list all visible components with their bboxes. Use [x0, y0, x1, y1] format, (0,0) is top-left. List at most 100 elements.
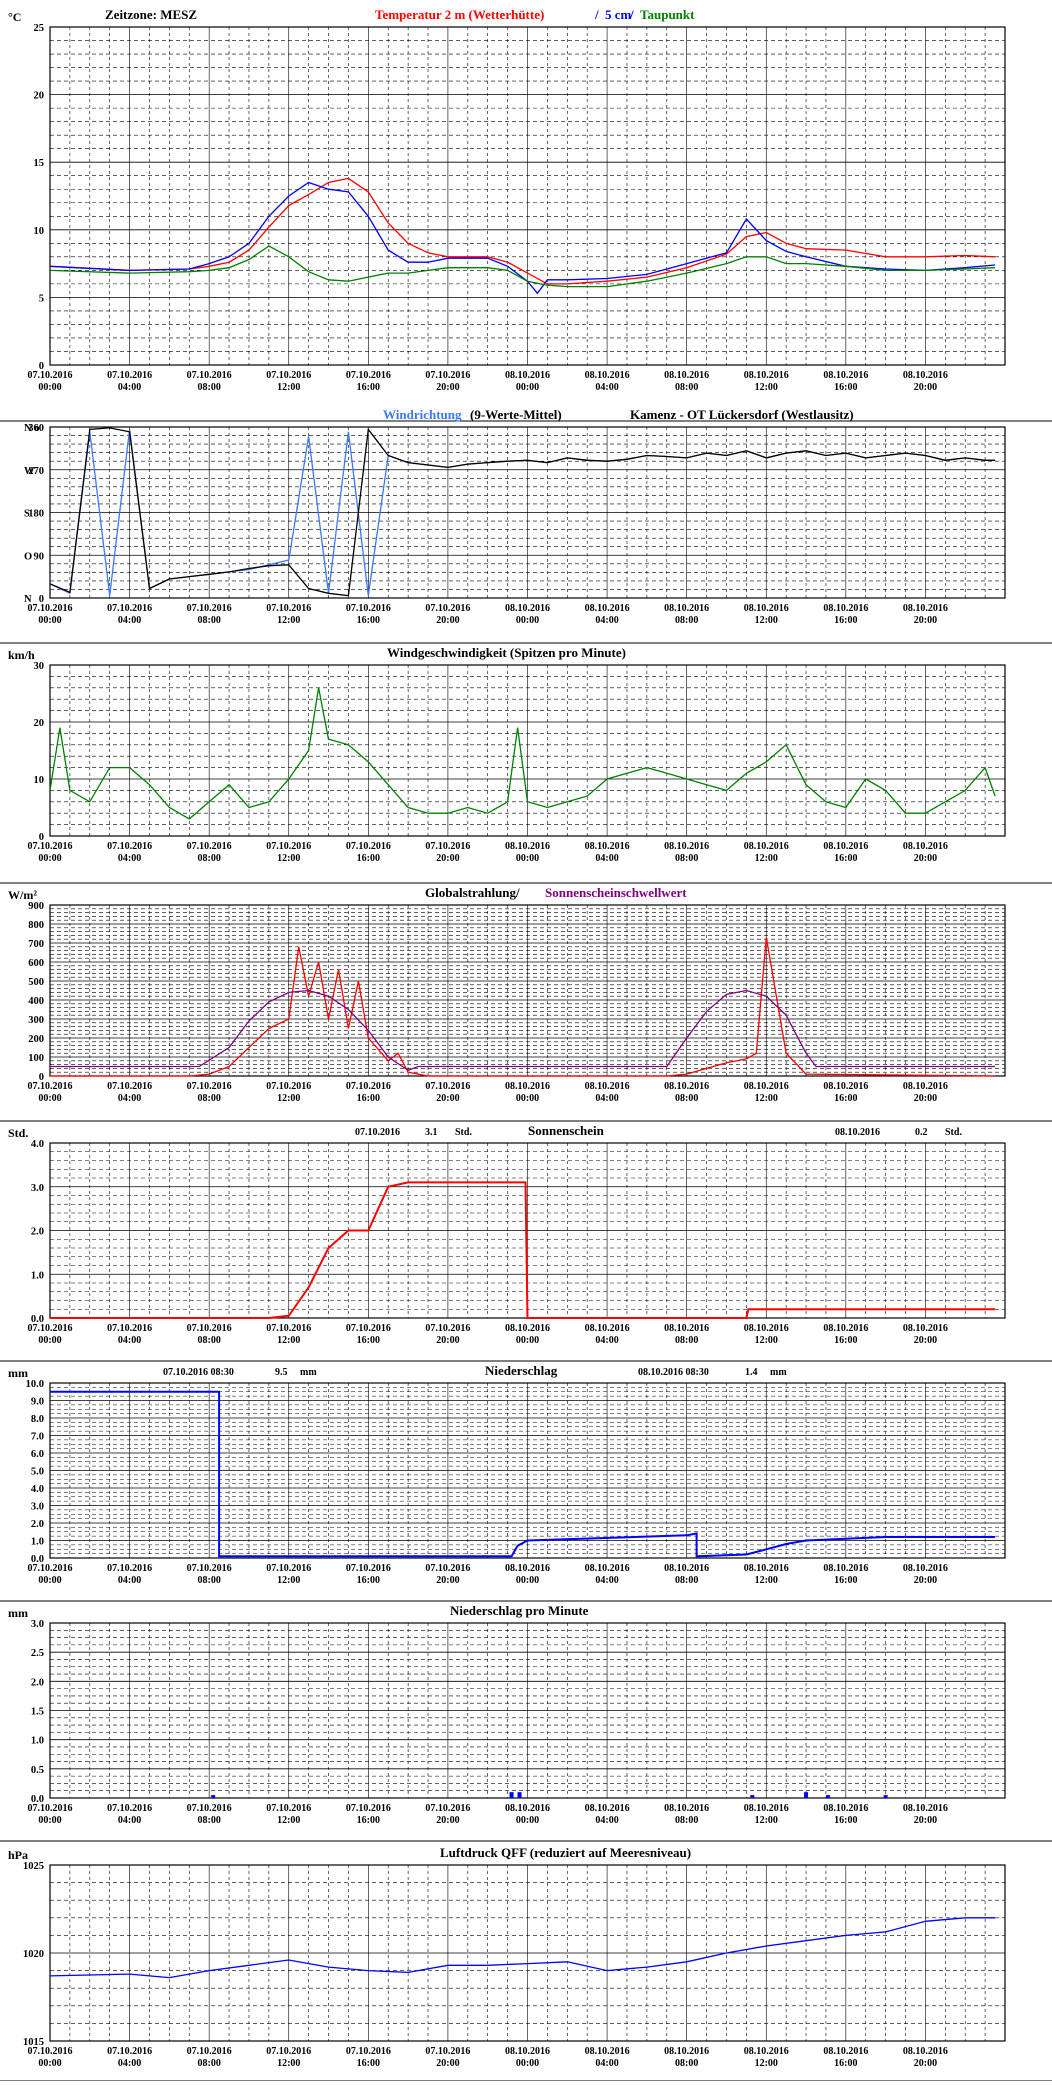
- y-tick-label: 2.0: [31, 1227, 44, 1238]
- plot-frame: [49, 664, 1006, 837]
- x-tick-date: 07.10.2016: [107, 841, 152, 852]
- y-tick-label: 0: [39, 832, 44, 843]
- day-total: 07.10.2016: [355, 1127, 400, 1138]
- x-tick-time: 12:00: [755, 382, 778, 393]
- unit-label: mm: [8, 1366, 28, 1380]
- series-line: [49, 687, 996, 820]
- x-tick-date: 07.10.2016: [425, 1803, 470, 1814]
- unit-label: Std.: [8, 1126, 28, 1140]
- x-tick-date: 08.10.2016: [664, 603, 709, 614]
- x-tick-date: 07.10.2016: [346, 2046, 391, 2057]
- series-line: [50, 989, 996, 1072]
- x-tick-date: 08.10.2016: [585, 2046, 630, 2057]
- x-tick-time: 08:00: [675, 1335, 698, 1346]
- x-tick-date: 08.10.2016: [903, 1563, 948, 1574]
- x-tick-date: 08.10.2016: [505, 2046, 550, 2057]
- x-tick-time: 04:00: [595, 2058, 618, 2069]
- x-tick-date: 07.10.2016: [28, 2046, 73, 2057]
- x-tick-time: 20:00: [436, 382, 459, 393]
- day-total: Std.: [945, 1127, 962, 1138]
- x-tick-time: 04:00: [595, 382, 618, 393]
- x-tick-date: 08.10.2016: [585, 1563, 630, 1574]
- panel-wind_speed: 0102030km/h07.10.201600:0007.10.201604:0…: [0, 645, 1052, 884]
- x-tick-date: 08.10.2016: [744, 2046, 789, 2057]
- x-tick-time: 12:00: [755, 615, 778, 626]
- panel-pressure: 101510201025hPa07.10.201600:0007.10.2016…: [0, 1845, 1052, 2082]
- series-line: [49, 1917, 996, 1979]
- x-tick-date: 07.10.2016: [266, 370, 311, 381]
- y-tick-label: 1015: [23, 2037, 44, 2048]
- x-tick-time: 20:00: [914, 1335, 937, 1346]
- x-tick-date: 08.10.2016: [903, 2046, 948, 2057]
- x-tick-time: 12:00: [755, 1335, 778, 1346]
- x-tick-date: 08.10.2016: [664, 1323, 709, 1334]
- x-tick-date: 07.10.2016: [266, 2046, 311, 2057]
- y-tick-label: 400: [28, 996, 44, 1007]
- x-tick-date: 07.10.2016: [107, 1081, 152, 1092]
- bar: [825, 1795, 830, 1798]
- bar: [804, 1792, 809, 1798]
- unit-label: mm: [8, 1606, 28, 1620]
- day-total: 08.10.2016: [835, 1127, 880, 1138]
- x-tick-time: 16:00: [357, 1093, 380, 1104]
- x-tick-time: 20:00: [436, 1575, 459, 1586]
- x-tick-date: 07.10.2016: [346, 1803, 391, 1814]
- y-tick-label: 0: [39, 1072, 44, 1083]
- x-tick-date: 08.10.2016: [664, 841, 709, 852]
- y-tick-label: 180: [28, 509, 44, 520]
- y-tick-label: 2.0: [31, 1677, 44, 1688]
- x-tick-time: 16:00: [834, 382, 857, 393]
- x-tick-time: 08:00: [197, 2058, 220, 2069]
- plot-frame: [49, 1382, 1006, 1559]
- bar: [517, 1792, 522, 1798]
- y-tick-label: 20: [34, 91, 45, 102]
- panel-title: Windrichtung: [383, 407, 462, 422]
- x-tick-date: 08.10.2016: [744, 1081, 789, 1092]
- panel-title: (9-Werte-Mittel): [470, 407, 562, 422]
- x-tick-date: 08.10.2016: [744, 1323, 789, 1334]
- x-tick-date: 07.10.2016: [346, 370, 391, 381]
- x-tick-date: 08.10.2016: [903, 603, 948, 614]
- x-tick-date: 07.10.2016: [266, 603, 311, 614]
- direction-label: O: [24, 551, 32, 562]
- x-tick-date: 08.10.2016: [585, 370, 630, 381]
- y-tick-label: 2.0: [31, 1519, 44, 1530]
- x-tick-time: 08:00: [197, 1093, 220, 1104]
- day-total: mm: [300, 1367, 317, 1378]
- day-total: mm: [770, 1367, 787, 1378]
- bar: [750, 1795, 755, 1798]
- x-tick-date: 07.10.2016: [266, 1803, 311, 1814]
- panel-title: Niederschlag pro Minute: [450, 1603, 589, 1618]
- day-total: 9.5: [275, 1367, 288, 1378]
- x-tick-time: 04:00: [595, 1815, 618, 1826]
- direction-label: W: [24, 466, 35, 477]
- x-tick-time: 16:00: [357, 382, 380, 393]
- x-tick-time: 12:00: [277, 1093, 300, 1104]
- panel-title: Temperatur 2 m (Wetterhütte): [375, 7, 544, 22]
- x-tick-date: 07.10.2016: [187, 1081, 232, 1092]
- x-tick-date: 07.10.2016: [107, 1563, 152, 1574]
- x-tick-date: 07.10.2016: [266, 1563, 311, 1574]
- x-tick-date: 07.10.2016: [187, 1323, 232, 1334]
- panel-title: Sonnenscheinschwellwert: [545, 885, 687, 900]
- x-tick-date: 08.10.2016: [823, 1081, 868, 1092]
- y-tick-label: 90: [34, 551, 45, 562]
- x-tick-date: 08.10.2016: [744, 841, 789, 852]
- y-tick-label: 0: [39, 594, 44, 605]
- panel-title: /: [629, 7, 634, 22]
- x-tick-date: 08.10.2016: [823, 1323, 868, 1334]
- panel-title: 5 cm: [605, 7, 632, 22]
- x-tick-date: 07.10.2016: [28, 841, 73, 852]
- x-tick-time: 04:00: [595, 1575, 618, 1586]
- x-tick-date: 07.10.2016: [346, 1323, 391, 1334]
- y-tick-label: 15: [34, 158, 45, 169]
- y-tick-label: 1.0: [31, 1736, 44, 1747]
- panel-precip_min: 0.00.51.01.52.02.53.0mm07.10.201600:0007…: [0, 1603, 1052, 1842]
- y-tick-label: 1.0: [31, 1537, 44, 1548]
- x-tick-time: 04:00: [595, 853, 618, 864]
- panel-title: Sonnenschein: [528, 1123, 605, 1138]
- x-tick-time: 12:00: [277, 615, 300, 626]
- x-tick-date: 08.10.2016: [505, 1081, 550, 1092]
- plot-frame: [49, 426, 1006, 599]
- x-tick-time: 16:00: [834, 1093, 857, 1104]
